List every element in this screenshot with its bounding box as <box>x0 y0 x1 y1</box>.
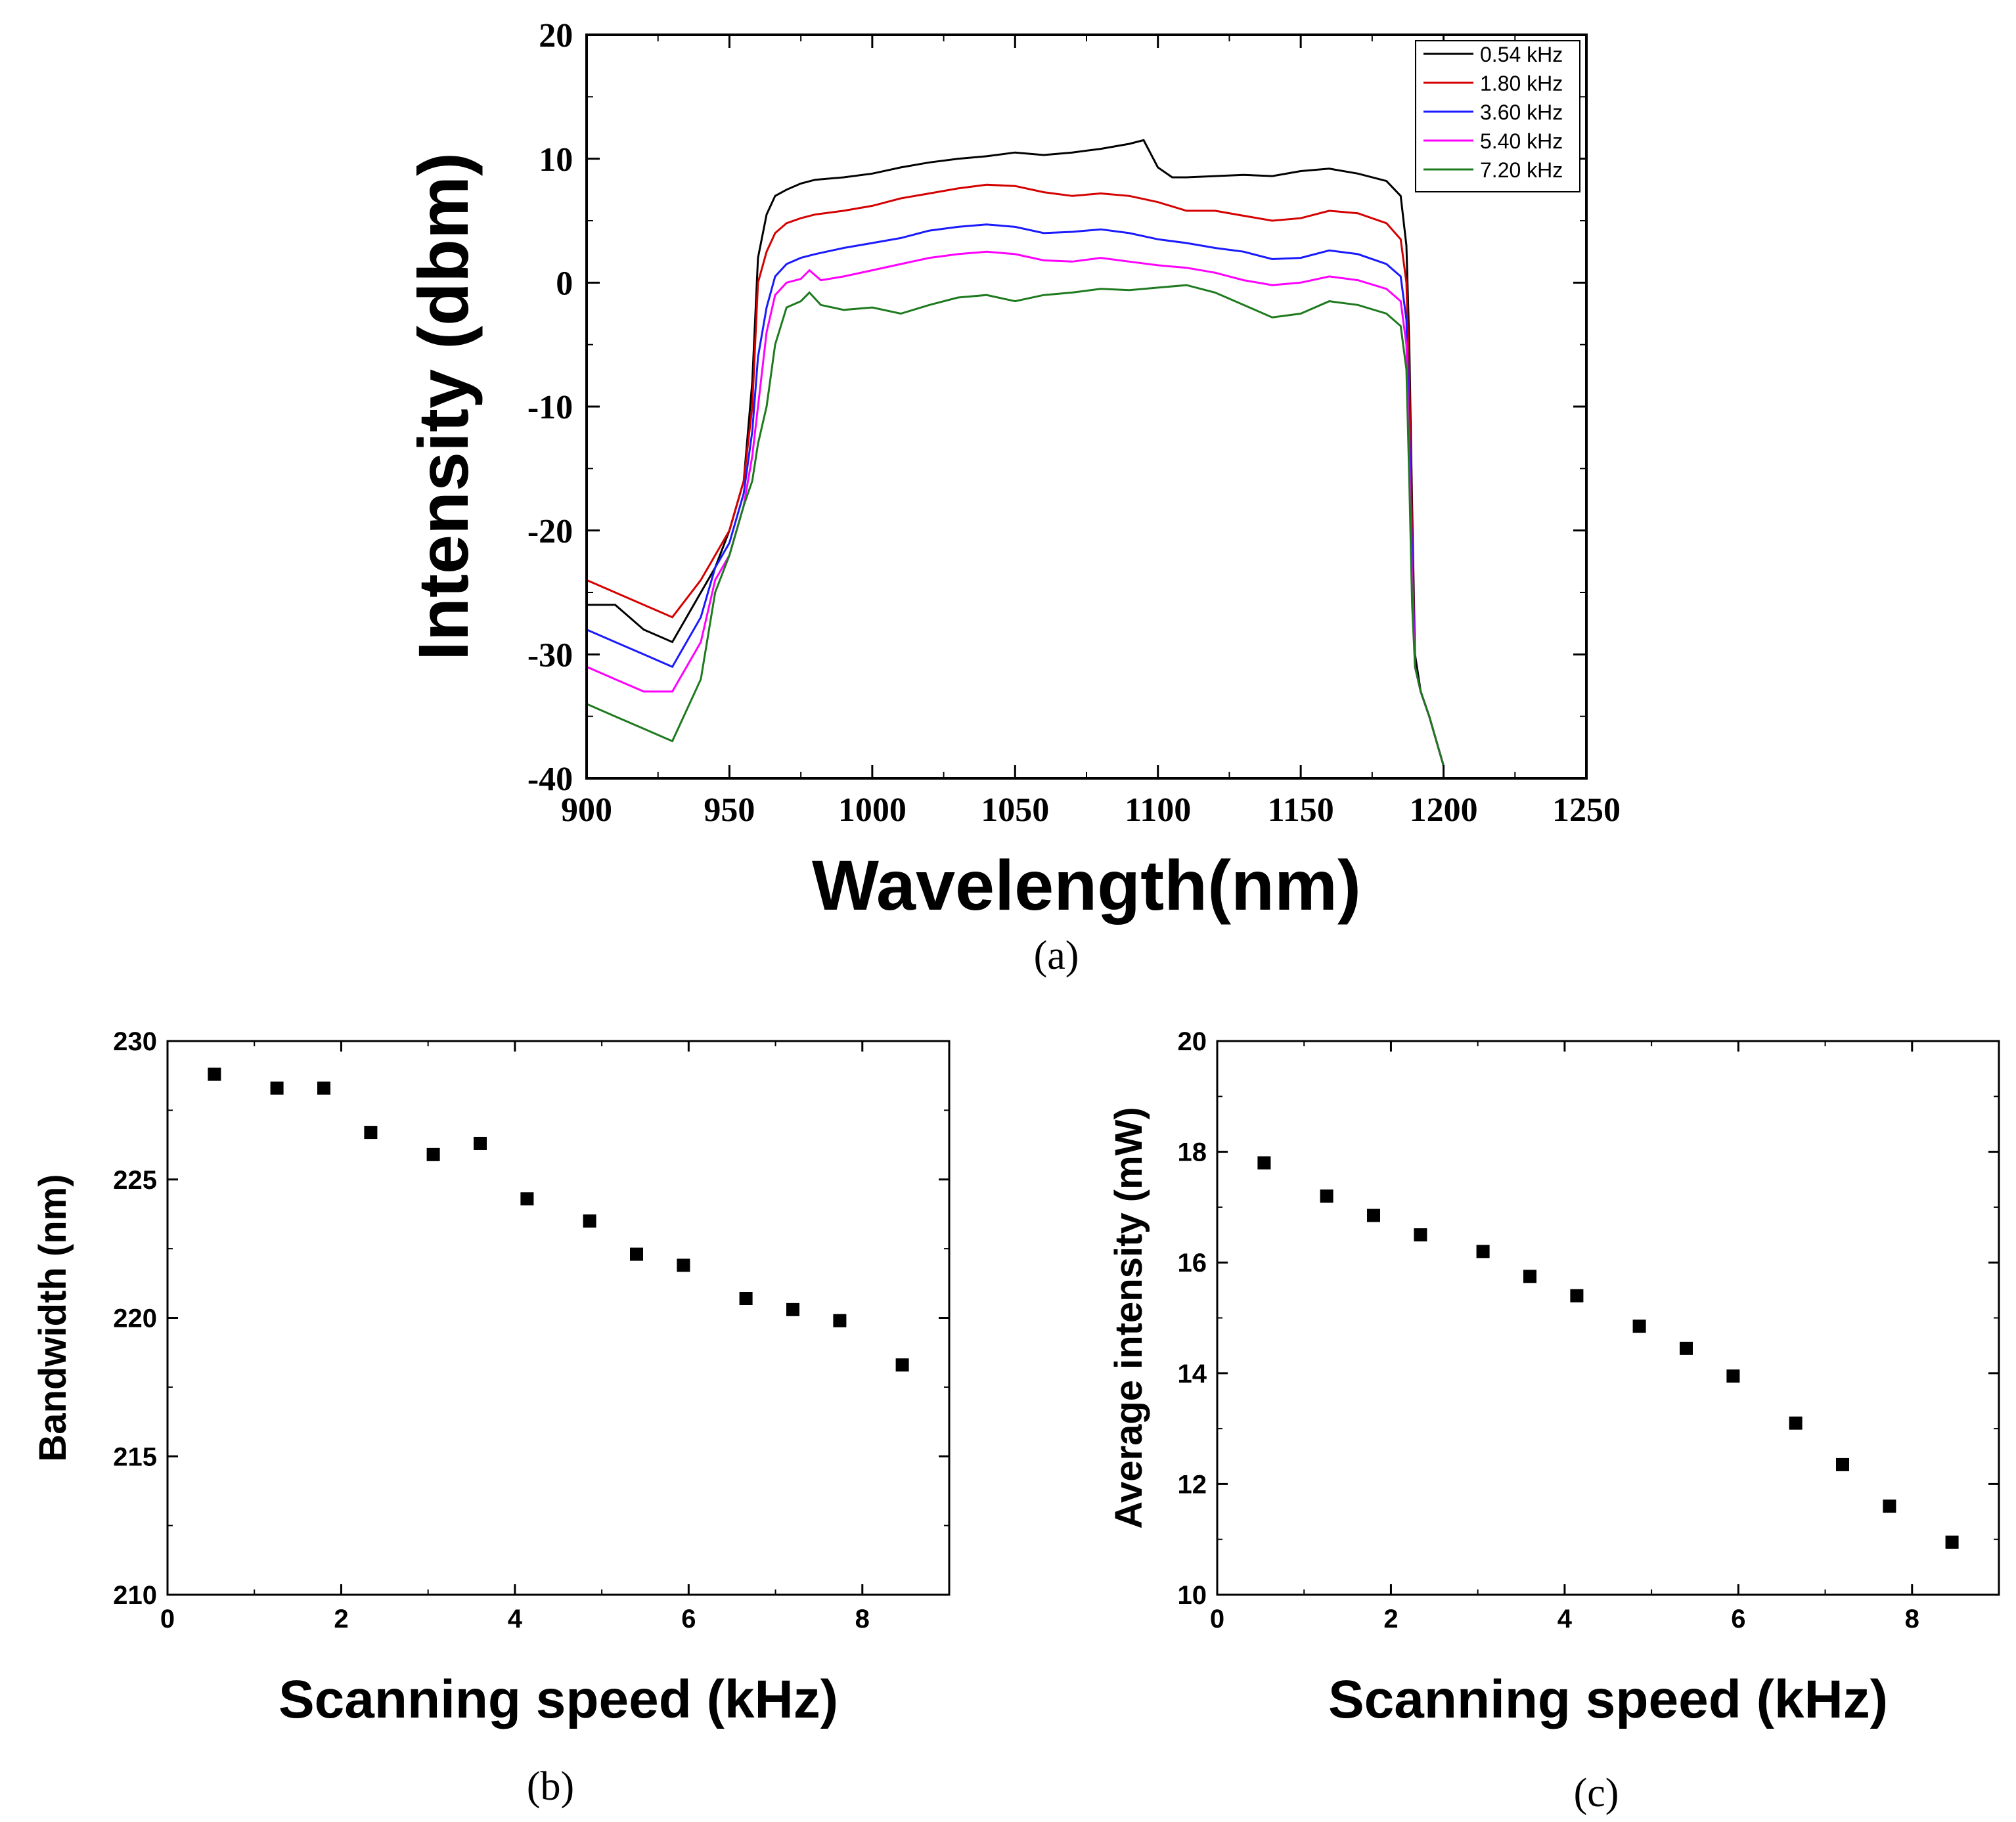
data-point <box>677 1258 690 1272</box>
data-point <box>739 1291 753 1305</box>
panel-b-caption: (b) <box>527 1764 574 1809</box>
x-tick-label: 1100 <box>1125 791 1191 829</box>
data-point <box>1320 1189 1333 1203</box>
x-tick-label: 1200 <box>1410 791 1478 829</box>
x-tick-label: 2 <box>334 1605 348 1633</box>
data-point <box>364 1126 378 1140</box>
legend-label: 7.20 kHz <box>1480 158 1563 182</box>
panel-a-caption: (a) <box>1034 933 1079 978</box>
data-point <box>1570 1289 1584 1302</box>
legend-label: 5.40 kHz <box>1480 129 1563 153</box>
x-tick-label: 2 <box>1383 1605 1398 1633</box>
data-point <box>1945 1535 1959 1549</box>
data-point <box>1632 1320 1646 1333</box>
x-tick-label: 1050 <box>981 791 1049 829</box>
data-point <box>208 1067 221 1081</box>
data-point <box>317 1081 330 1095</box>
y-tick-label: -10 <box>527 389 573 426</box>
y-tick-label: 220 <box>113 1304 157 1333</box>
x-tick-label: 4 <box>1557 1605 1573 1633</box>
data-point <box>630 1247 643 1261</box>
y-tick-label: -40 <box>527 761 573 798</box>
panel-a-legend: 0.54 kHz 1.80 kHz 3.60 kHz 5.40 kHz 7.20 kHz <box>1415 40 1580 192</box>
y-tick-label: 20 <box>1178 1027 1207 1056</box>
data-point <box>426 1147 440 1161</box>
data-point <box>1414 1228 1427 1242</box>
data-point <box>895 1358 909 1372</box>
x-tick-label: 950 <box>704 791 755 829</box>
series-line-1-80-khz <box>587 183 1445 767</box>
x-tick-label: 900 <box>561 791 612 829</box>
y-tick-label: 10 <box>1178 1581 1207 1610</box>
data-point <box>1726 1369 1740 1383</box>
x-tick-label: 4 <box>508 1605 523 1633</box>
panel-a-y-axis-label: Intensity (dbm) <box>403 152 483 661</box>
x-tick-label: 0 <box>1210 1605 1224 1633</box>
series-line-3-60-khz <box>587 223 1445 767</box>
panel-a-chart: 900 950 1000 1050 1100 1150 1200 1250 -40 -30 -20… <box>403 17 1621 978</box>
y-tick-label: 215 <box>113 1442 157 1471</box>
panel-c-x-axis-label: Scanning speed (kHz) <box>1328 1670 1888 1729</box>
x-tick-label: 1250 <box>1552 791 1621 829</box>
data-point <box>1836 1457 1849 1471</box>
x-tick-label: 8 <box>1905 1605 1919 1633</box>
y-tick-label: 20 <box>539 17 573 55</box>
legend-label: 0.54 kHz <box>1480 43 1563 66</box>
y-tick-label: 0 <box>556 265 573 303</box>
y-tick-label: 16 <box>1178 1249 1207 1278</box>
y-tick-label: 210 <box>113 1581 157 1610</box>
data-point <box>1680 1341 1693 1355</box>
y-tick-label: 225 <box>113 1166 157 1195</box>
series-line-5-40-khz <box>587 250 1445 767</box>
legend-label: 1.80 kHz <box>1480 72 1563 95</box>
y-tick-label: 230 <box>113 1027 157 1056</box>
data-point <box>1789 1416 1803 1430</box>
data-point <box>1883 1500 1896 1513</box>
data-point <box>1523 1270 1536 1283</box>
data-point <box>786 1302 799 1316</box>
data-point <box>474 1136 487 1150</box>
x-tick-label: 0 <box>160 1605 175 1633</box>
panel-b-chart: 0 2 4 6 8 210 215 220 225 230 Scanning speed (kH… <box>32 1027 951 1809</box>
data-point <box>583 1214 596 1228</box>
y-tick-label: -30 <box>527 637 573 675</box>
x-tick-label: 8 <box>855 1605 870 1633</box>
x-tick-label: 1150 <box>1268 791 1334 829</box>
data-point <box>1257 1156 1271 1170</box>
panel-c-caption: (c) <box>1574 1771 1619 1815</box>
y-tick-label: 12 <box>1178 1470 1207 1499</box>
panel-a-x-axis-label: Wavelength(nm) <box>812 845 1361 925</box>
data-point <box>1476 1245 1490 1258</box>
x-tick-label: 6 <box>1731 1605 1745 1633</box>
panel-c-y-axis-label: Average intensity (mW) <box>1108 1107 1150 1528</box>
series-line-7-20-khz <box>587 284 1445 767</box>
data-point <box>1367 1209 1380 1222</box>
panel-b-x-axis-label: Scanning speed (kHz) <box>279 1670 838 1729</box>
data-point <box>520 1192 534 1206</box>
legend-box <box>1415 40 1580 192</box>
y-tick-label: 18 <box>1178 1138 1207 1167</box>
y-tick-label: -20 <box>527 513 573 550</box>
data-point <box>833 1314 847 1327</box>
panel-b-y-axis-label: Bandwidth (nm) <box>32 1174 74 1461</box>
x-tick-label: 1000 <box>838 791 907 829</box>
y-tick-label: 10 <box>539 141 573 179</box>
x-tick-label: 6 <box>681 1605 696 1633</box>
legend-label: 3.60 kHz <box>1480 100 1563 124</box>
y-tick-label: 14 <box>1178 1360 1207 1389</box>
data-point <box>270 1081 284 1095</box>
